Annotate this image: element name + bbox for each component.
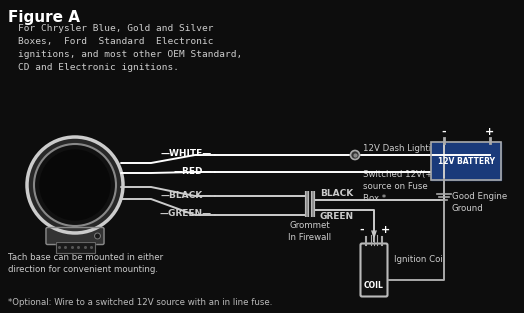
Circle shape: [34, 144, 116, 226]
Text: COIL: COIL: [364, 280, 384, 290]
Text: +: +: [381, 225, 390, 235]
Text: Switched 12V(+)
source on Fuse
Box *: Switched 12V(+) source on Fuse Box *: [363, 170, 436, 203]
Circle shape: [27, 137, 123, 233]
Text: -: -: [359, 225, 364, 235]
Circle shape: [40, 150, 110, 220]
Text: -: -: [442, 127, 446, 137]
Text: —RED—: —RED—: [173, 167, 212, 176]
Text: Good Engine
Ground: Good Engine Ground: [452, 192, 507, 213]
Text: GREEN: GREEN: [320, 212, 354, 221]
Text: 12V BATTERY: 12V BATTERY: [438, 156, 495, 166]
Text: —WHITE—: —WHITE—: [161, 150, 212, 158]
Text: Grommet
In Firewall: Grommet In Firewall: [288, 221, 332, 242]
Text: Tach base can be mounted in either
direction for convenient mounting.: Tach base can be mounted in either direc…: [8, 253, 163, 275]
Text: *Optional: Wire to a switched 12V source with an in line fuse.: *Optional: Wire to a switched 12V source…: [8, 298, 272, 307]
Text: Figure A: Figure A: [8, 10, 80, 25]
Text: 12V Dash Lighting (+): 12V Dash Lighting (+): [363, 144, 458, 153]
FancyBboxPatch shape: [431, 142, 501, 180]
Text: Ignition Coil: Ignition Coil: [394, 255, 445, 264]
FancyBboxPatch shape: [46, 228, 104, 244]
Circle shape: [94, 233, 101, 239]
Text: +: +: [485, 127, 495, 137]
Circle shape: [351, 151, 359, 160]
Text: BLACK: BLACK: [320, 189, 353, 198]
Text: —BLACK—: —BLACK—: [161, 191, 212, 199]
FancyBboxPatch shape: [56, 242, 94, 253]
FancyBboxPatch shape: [361, 244, 388, 296]
Text: For Chrysler Blue, Gold and Silver
Boxes,  Ford  Standard  Electronic
ignitions,: For Chrysler Blue, Gold and Silver Boxes…: [18, 24, 242, 72]
Text: —GREEN—: —GREEN—: [160, 209, 212, 218]
